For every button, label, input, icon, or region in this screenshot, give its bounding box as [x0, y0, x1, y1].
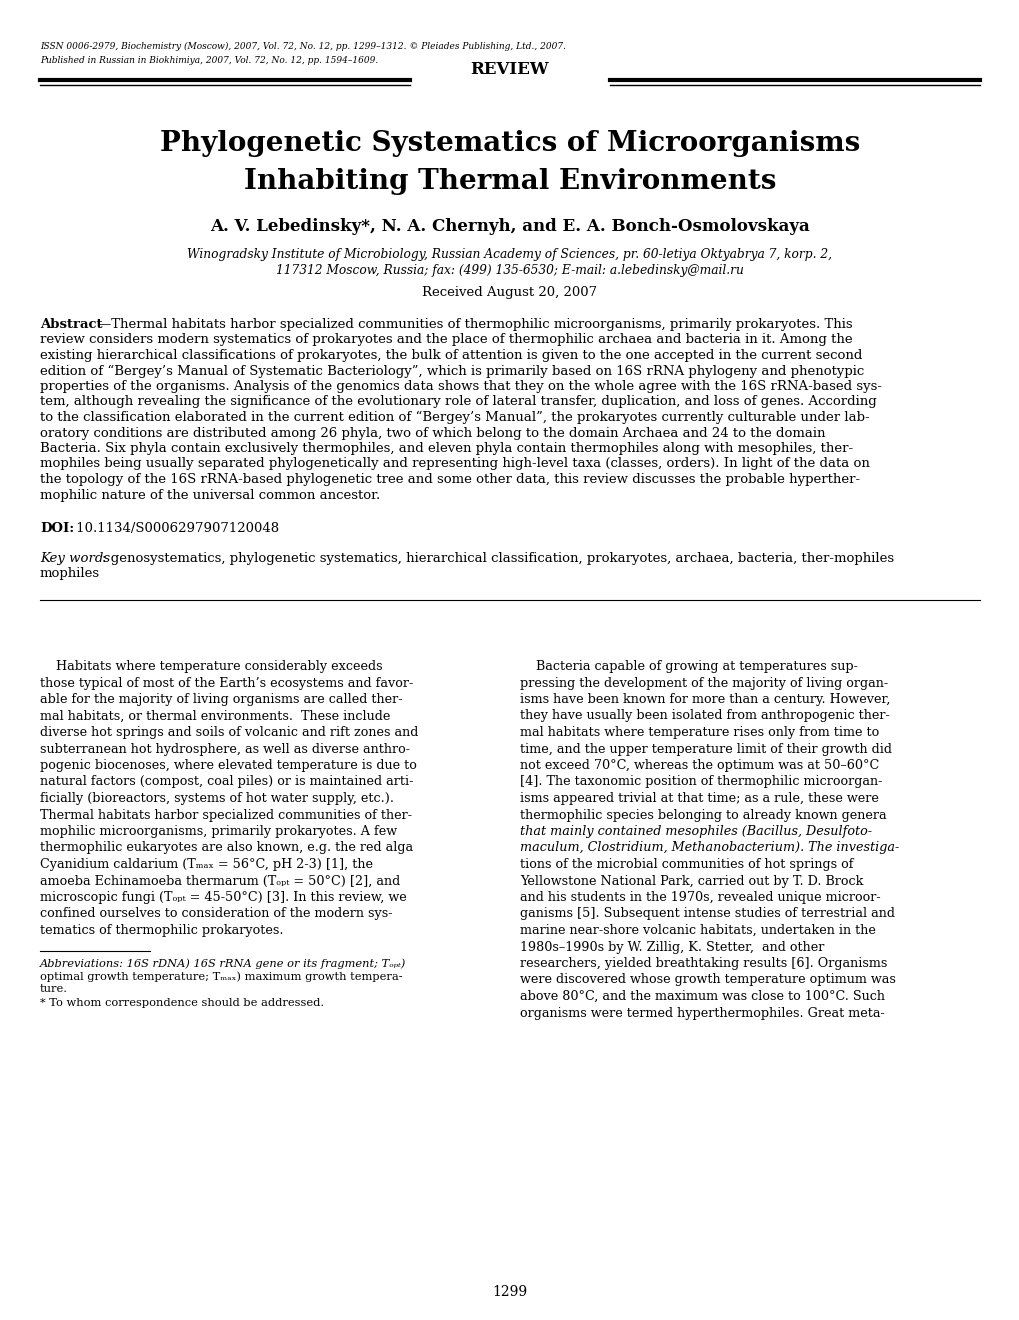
Text: 1980s–1990s by W. Zillig, K. Stetter,  and other: 1980s–1990s by W. Zillig, K. Stetter, an… — [520, 940, 823, 953]
Text: thermophilic species belonging to already known genera: thermophilic species belonging to alread… — [520, 808, 886, 821]
Text: mophiles: mophiles — [40, 568, 100, 581]
Text: Key words: Key words — [40, 552, 110, 565]
Text: tematics of thermophilic prokaryotes.: tematics of thermophilic prokaryotes. — [40, 924, 283, 937]
Text: pogenic biocenoses, where elevated temperature is due to: pogenic biocenoses, where elevated tempe… — [40, 759, 417, 772]
Text: confined ourselves to consideration of the modern sys-: confined ourselves to consideration of t… — [40, 908, 392, 920]
Text: mal habitats where temperature rises only from time to: mal habitats where temperature rises onl… — [520, 726, 878, 739]
Text: organisms were termed hyperthermophiles. Great meta-: organisms were termed hyperthermophiles.… — [520, 1006, 883, 1019]
Text: able for the majority of living organisms are called ther-: able for the majority of living organism… — [40, 693, 403, 706]
Text: oratory conditions are distributed among 26 phyla, two of which belong to the do: oratory conditions are distributed among… — [40, 426, 824, 440]
Text: Abbreviations: 16S rDNA) 16S rRNA gene or its fragment; Tₒₚₜ): Abbreviations: 16S rDNA) 16S rRNA gene o… — [40, 958, 406, 969]
Text: isms appeared trivial at that time; as a rule, these were: isms appeared trivial at that time; as a… — [520, 792, 878, 805]
Text: mophiles being usually separated phylogenetically and representing high-level ta: mophiles being usually separated phyloge… — [40, 458, 869, 470]
Text: 10.1134/S0006297907120048: 10.1134/S0006297907120048 — [72, 521, 279, 535]
Text: edition of “Bergey’s Manual of Systematic Bacteriology”, which is primarily base: edition of “Bergey’s Manual of Systemati… — [40, 364, 863, 378]
Text: : genosystematics, phylogenetic systematics, hierarchical classification, prokar: : genosystematics, phylogenetic systemat… — [102, 552, 894, 565]
Text: microscopic fungi (Tₒₚₜ = 45-50°C) [3]. In this review, we: microscopic fungi (Tₒₚₜ = 45-50°C) [3]. … — [40, 891, 407, 904]
Text: tions of the microbial communities of hot springs of: tions of the microbial communities of ho… — [520, 858, 853, 871]
Text: tem, although revealing the significance of the evolutionary role of lateral tra: tem, although revealing the significance… — [40, 396, 876, 408]
Text: and his students in the 1970s, revealed unique microor-: and his students in the 1970s, revealed … — [520, 891, 879, 904]
Text: Bacteria capable of growing at temperatures sup-: Bacteria capable of growing at temperatu… — [520, 660, 857, 673]
Text: review considers modern systematics of prokaryotes and the place of thermophilic: review considers modern systematics of p… — [40, 334, 852, 346]
Text: Habitats where temperature considerably exceeds: Habitats where temperature considerably … — [40, 660, 382, 673]
Text: to the classification elaborated in the current edition of “Bergey’s Manual”, th: to the classification elaborated in the … — [40, 411, 869, 424]
Text: Phylogenetic Systematics of Microorganisms: Phylogenetic Systematics of Microorganis… — [160, 129, 859, 157]
Text: REVIEW: REVIEW — [470, 61, 549, 78]
Text: that mainly contained mesophiles (Bacillus, Desulfoto-: that mainly contained mesophiles (Bacill… — [520, 825, 871, 838]
Text: Received August 20, 2007: Received August 20, 2007 — [422, 286, 597, 300]
Text: A. V. Lebedinsky*, N. A. Chernyh, and E. A. Bonch-Osmolovskaya: A. V. Lebedinsky*, N. A. Chernyh, and E.… — [210, 218, 809, 235]
Text: optimal growth temperature; Tₘₐₓ) maximum growth tempera-: optimal growth temperature; Tₘₐₓ) maximu… — [40, 972, 403, 982]
Text: were discovered whose growth temperature optimum was: were discovered whose growth temperature… — [520, 974, 895, 986]
Text: ficially (bioreactors, systems of hot water supply, etc.).: ficially (bioreactors, systems of hot wa… — [40, 792, 393, 805]
Text: Published in Russian in Biokhimiya, 2007, Vol. 72, No. 12, pp. 1594–1609.: Published in Russian in Biokhimiya, 2007… — [40, 55, 378, 65]
Text: ISSN 0006-2979, Biochemistry (Moscow), 2007, Vol. 72, No. 12, pp. 1299–1312. © P: ISSN 0006-2979, Biochemistry (Moscow), 2… — [40, 42, 566, 51]
Text: [4]. The taxonomic position of thermophilic microorgan-: [4]. The taxonomic position of thermophi… — [520, 776, 881, 788]
Text: they have usually been isolated from anthropogenic ther-: they have usually been isolated from ant… — [520, 710, 889, 722]
Text: those typical of most of the Earth’s ecosystems and favor-: those typical of most of the Earth’s eco… — [40, 676, 413, 689]
Text: subterranean hot hydrosphere, as well as diverse anthro-: subterranean hot hydrosphere, as well as… — [40, 742, 410, 755]
Text: 1299: 1299 — [492, 1284, 527, 1299]
Text: ganisms [5]. Subsequent intense studies of terrestrial and: ganisms [5]. Subsequent intense studies … — [520, 908, 894, 920]
Text: Cyanidium caldarium (Tₘₐₓ = 56°C, pH 2-3) [1], the: Cyanidium caldarium (Tₘₐₓ = 56°C, pH 2-3… — [40, 858, 373, 871]
Text: above 80°C, and the maximum was close to 100°C. Such: above 80°C, and the maximum was close to… — [520, 990, 884, 1003]
Text: Inhabiting Thermal Environments: Inhabiting Thermal Environments — [244, 168, 775, 195]
Text: Thermal habitats harbor specialized communities of ther-: Thermal habitats harbor specialized comm… — [40, 808, 412, 821]
Text: isms have been known for more than a century. However,: isms have been known for more than a cen… — [520, 693, 890, 706]
Text: mophilic microorganisms, primarily prokaryotes. A few: mophilic microorganisms, primarily proka… — [40, 825, 396, 838]
Text: time, and the upper temperature limit of their growth did: time, and the upper temperature limit of… — [520, 742, 892, 755]
Text: DOI:: DOI: — [40, 521, 74, 535]
Text: the topology of the 16S rRNA-based phylogenetic tree and some other data, this r: the topology of the 16S rRNA-based phylo… — [40, 473, 859, 486]
Text: properties of the organisms. Analysis of the genomics data shows that they on th: properties of the organisms. Analysis of… — [40, 380, 881, 393]
Text: amoeba Echinamoeba thermarum (Tₒₚₜ = 50°C) [2], and: amoeba Echinamoeba thermarum (Tₒₚₜ = 50°… — [40, 874, 399, 887]
Text: 117312 Moscow, Russia; fax: (499) 135-6530; E-mail: a.lebedinsky@mail.ru: 117312 Moscow, Russia; fax: (499) 135-65… — [276, 264, 743, 277]
Text: mal habitats, or thermal environments.  These include: mal habitats, or thermal environments. T… — [40, 710, 390, 722]
Text: ture.: ture. — [40, 985, 68, 994]
Text: Yellowstone National Park, carried out by T. D. Brock: Yellowstone National Park, carried out b… — [520, 874, 862, 887]
Text: thermophilic eukaryotes are also known, e.g. the red alga: thermophilic eukaryotes are also known, … — [40, 842, 413, 854]
Text: not exceed 70°C, whereas the optimum was at 50–60°C: not exceed 70°C, whereas the optimum was… — [520, 759, 878, 772]
Text: —Thermal habitats harbor specialized communities of thermophilic microorganisms,: —Thermal habitats harbor specialized com… — [98, 318, 852, 331]
Text: maculum, Clostridium, Methanobacterium). The investiga-: maculum, Clostridium, Methanobacterium).… — [520, 842, 899, 854]
Text: diverse hot springs and soils of volcanic and rift zones and: diverse hot springs and soils of volcani… — [40, 726, 418, 739]
Text: Abstract: Abstract — [40, 318, 102, 331]
Text: Winogradsky Institute of Microbiology, Russian Academy of Sciences, pr. 60-letiy: Winogradsky Institute of Microbiology, R… — [187, 248, 832, 261]
Text: pressing the development of the majority of living organ-: pressing the development of the majority… — [520, 676, 888, 689]
Text: Bacteria. Six phyla contain exclusively thermophiles, and eleven phyla contain t: Bacteria. Six phyla contain exclusively … — [40, 442, 852, 455]
Text: mophilic nature of the universal common ancestor.: mophilic nature of the universal common … — [40, 488, 380, 502]
Text: existing hierarchical classifications of prokaryotes, the bulk of attention is g: existing hierarchical classifications of… — [40, 348, 861, 362]
Text: researchers, yielded breathtaking results [6]. Organisms: researchers, yielded breathtaking result… — [520, 957, 887, 970]
Text: marine near-shore volcanic habitats, undertaken in the: marine near-shore volcanic habitats, und… — [520, 924, 875, 937]
Text: * To whom correspondence should be addressed.: * To whom correspondence should be addre… — [40, 998, 324, 1007]
Text: natural factors (compost, coal piles) or is maintained arti-: natural factors (compost, coal piles) or… — [40, 776, 413, 788]
